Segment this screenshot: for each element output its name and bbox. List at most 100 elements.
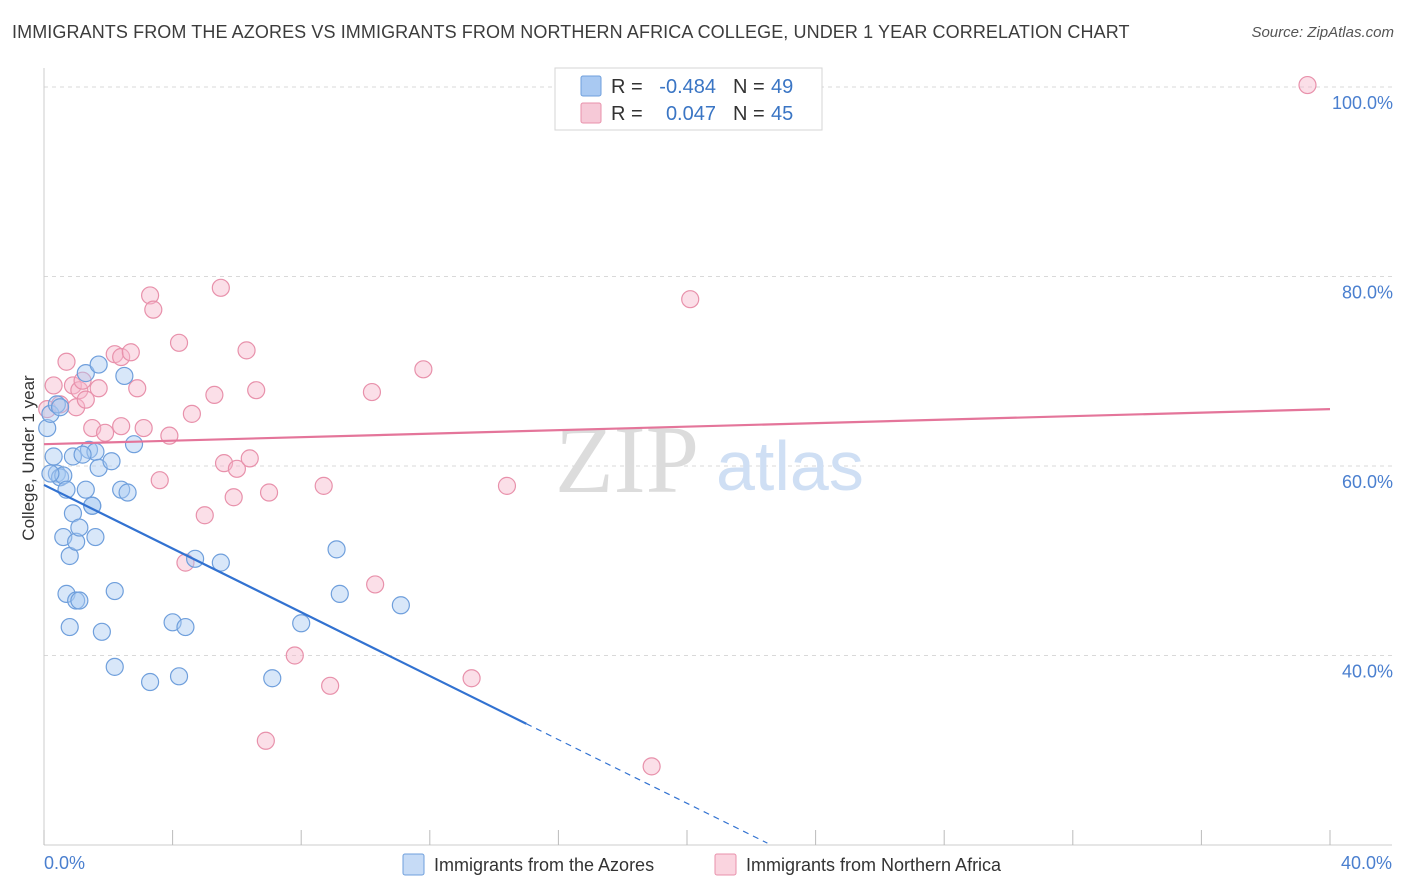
northern-africa-point (195, 506, 214, 525)
northern-africa-point (366, 575, 385, 594)
azores-point (292, 614, 311, 633)
stats-n-label-azores: N = (733, 76, 765, 98)
northern-africa-point (247, 381, 266, 400)
northern-africa-trend-line (43, 408, 1331, 446)
watermark-zip: ZIP (555, 406, 699, 513)
northern-africa-point (256, 731, 275, 750)
northern-africa-point (57, 352, 76, 371)
legend-label-azores: Immigrants from the Azores (434, 855, 654, 875)
azores-point (211, 553, 230, 572)
legend: Immigrants from the Azores Immigrants fr… (402, 853, 1002, 876)
x-tick-label-min: 0.0% (44, 853, 85, 873)
azores-point (47, 395, 66, 414)
azores-point (102, 452, 121, 471)
azores-point (92, 622, 111, 641)
northern-africa-point (497, 476, 517, 495)
azores-points (38, 355, 410, 692)
northern-africa-point (259, 483, 279, 502)
northern-africa-point (76, 390, 95, 409)
northern-africa-point (95, 423, 115, 442)
northern-africa-point (134, 418, 153, 438)
stats-swatch-azores (580, 75, 602, 97)
azores-point (327, 540, 346, 559)
azores-point (115, 366, 134, 386)
northern-africa-point (224, 488, 243, 507)
northern-africa-point (237, 341, 256, 360)
northern-africa-point (414, 360, 433, 379)
azores-point (76, 364, 95, 383)
trend-lines (43, 408, 1331, 844)
stats-r-label-azores: R = (611, 76, 643, 98)
azores-point (70, 518, 89, 537)
northern-africa-point (240, 449, 259, 468)
northern-africa-point (285, 646, 304, 665)
azores-point (41, 404, 60, 423)
northern-africa-point (227, 459, 246, 478)
azores-point (89, 355, 108, 374)
northern-africa-point (144, 300, 163, 319)
northern-africa-point (314, 476, 333, 495)
azores-point (263, 669, 282, 688)
azores-point (76, 480, 95, 499)
azores-point (50, 398, 70, 417)
stats-box: R = -0.484 N = 49 R = 0.047 N = 45 (554, 67, 823, 131)
northern-africa-point (205, 385, 224, 405)
azores-point (70, 591, 89, 610)
azores-trend-extension (525, 723, 768, 844)
northern-africa-point (44, 376, 63, 395)
legend-swatch-northern-africa (714, 853, 737, 876)
northern-africa-point (182, 404, 201, 423)
northern-africa-point (1298, 75, 1317, 95)
northern-africa-point (70, 381, 89, 400)
azores-point (105, 581, 124, 601)
northern-africa-point (681, 290, 700, 309)
gridlines (44, 86, 1392, 656)
northern-africa-point (362, 382, 382, 402)
northern-africa-point (121, 343, 140, 362)
azores-point (105, 657, 124, 676)
azores-point (140, 672, 160, 692)
northern-africa-point (150, 471, 169, 490)
azores-point (44, 447, 63, 466)
azores-point (169, 667, 189, 686)
stats-n-value-northern-africa: 45 (771, 103, 793, 125)
stats-n-value-azores: 49 (771, 76, 793, 98)
y-tick-labels: 40.0% 60.0% 80.0% 100.0% (1332, 93, 1393, 682)
azores-point (124, 435, 144, 454)
northern-africa-point (67, 398, 86, 417)
watermark: ZIP atlas (555, 406, 864, 513)
stats-r-label-northern-africa: R = (611, 103, 643, 125)
chart-source: Source: ZipAtlas.com (1251, 24, 1394, 41)
northern-africa-points (38, 75, 1317, 776)
y-axis-label: College, Under 1 year (19, 375, 38, 541)
azores-point (86, 527, 105, 547)
y-tick-label-100: 100.0% (1332, 93, 1393, 113)
watermark-atlas: atlas (716, 427, 864, 505)
azores-point (67, 532, 86, 551)
azores-point (176, 617, 195, 637)
axes (43, 68, 1392, 846)
x-tick-label-max: 40.0% (1341, 853, 1392, 873)
azores-point (60, 617, 79, 637)
azores-point (118, 483, 137, 502)
stats-n-label-northern-africa: N = (733, 103, 765, 125)
northern-africa-point (211, 278, 230, 297)
azores-point (391, 596, 410, 615)
stats-swatch-northern-africa (580, 102, 602, 124)
northern-africa-point (112, 417, 131, 436)
northern-africa-point (89, 379, 108, 398)
legend-swatch-azores (402, 853, 425, 876)
legend-label-northern-africa: Immigrants from Northern Africa (746, 855, 1002, 875)
azores-point (38, 418, 57, 438)
northern-africa-point (321, 676, 340, 695)
chart-title: IMMIGRANTS FROM THE AZORES VS IMMIGRANTS… (12, 22, 1130, 42)
stats-r-value-azores: -0.484 (659, 76, 716, 98)
northern-africa-point (462, 669, 481, 688)
azores-point (330, 584, 349, 603)
y-tick-label-80: 80.0% (1342, 282, 1393, 302)
northern-africa-point (140, 286, 160, 305)
azores-point (73, 445, 92, 464)
azores-point (41, 464, 60, 483)
northern-africa-point (112, 347, 131, 367)
